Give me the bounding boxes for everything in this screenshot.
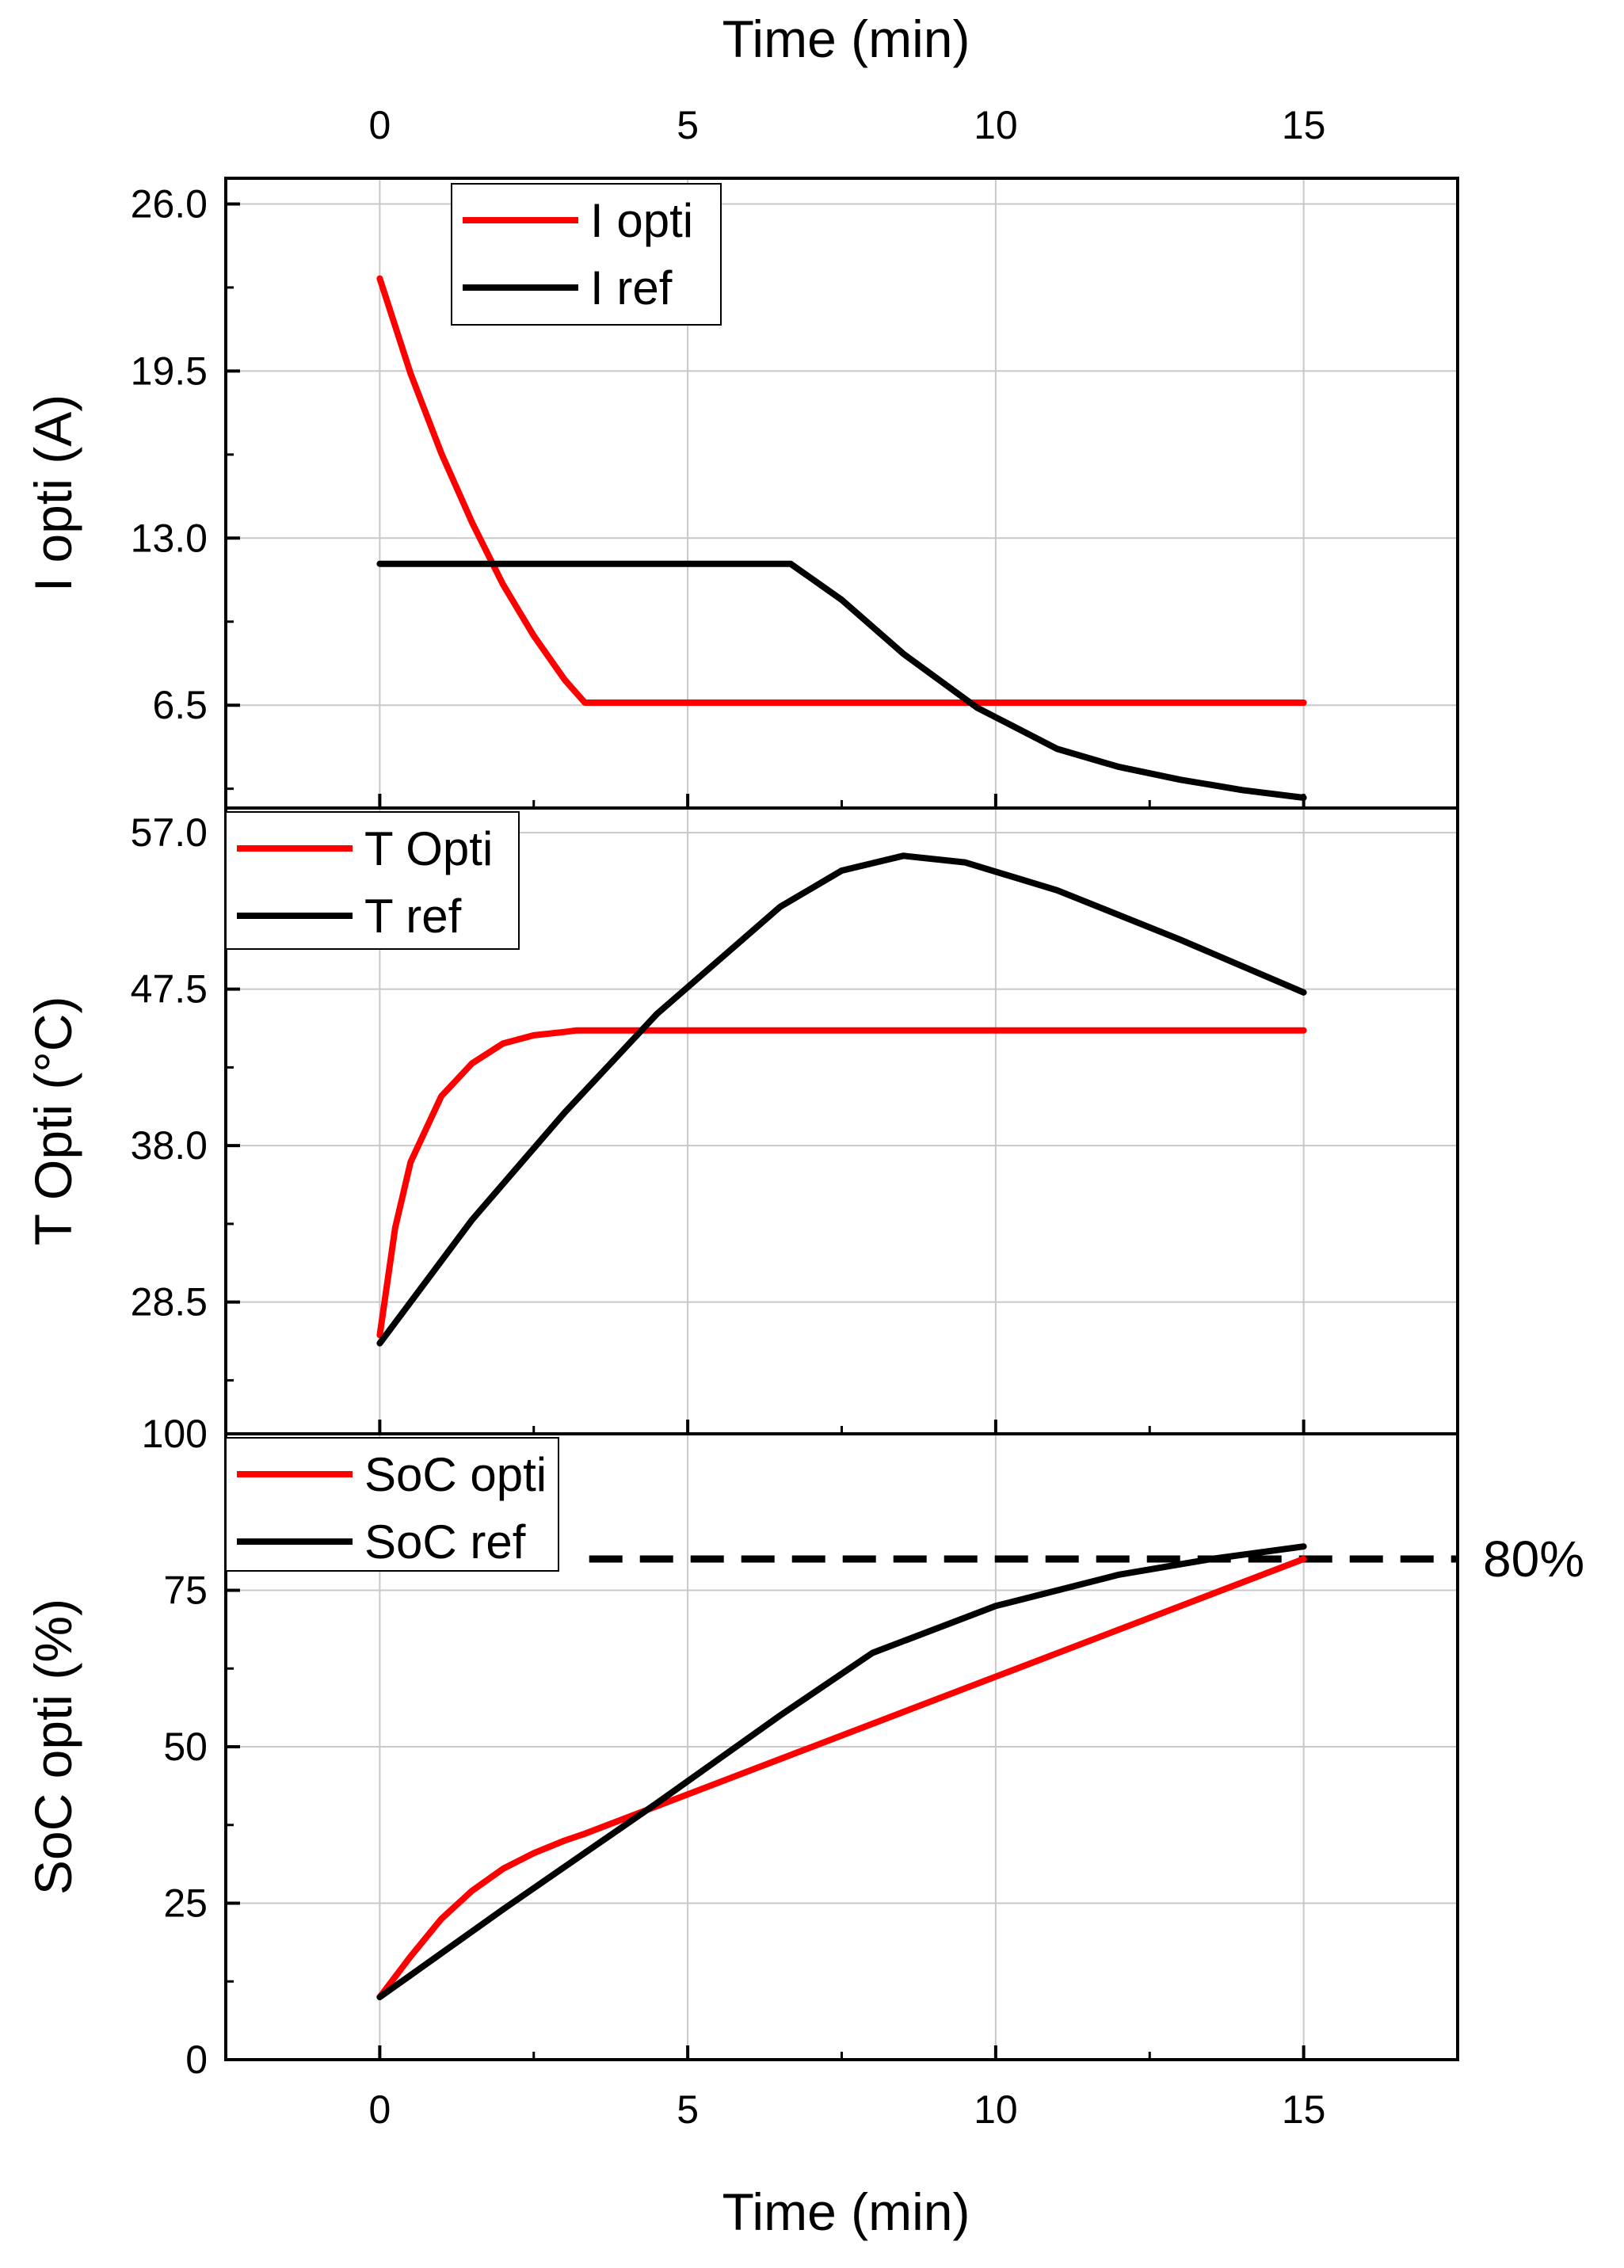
bottom-axis-title: Time (min)	[722, 2182, 970, 2241]
series-line-t-opti	[376, 1027, 1307, 1339]
bottom-x-tick-label: 10	[974, 2087, 1018, 2132]
threshold-label: 80%	[1483, 1530, 1584, 1588]
y-tick-label: 47.5	[131, 967, 208, 1012]
legend: SoC opti SoC ref	[225, 1437, 559, 1572]
panel-frame	[224, 177, 1459, 810]
chart-panels: 26.0 19.5 13.0 6.5 I opti (A) I opti I ref 57.0…	[24, 177, 1584, 2082]
series-line-soc-opti	[376, 1556, 1307, 2000]
y-tick-label: 6.5	[152, 683, 208, 727]
top-x-tick-label: 5	[677, 103, 699, 147]
legend: I opti I ref	[451, 183, 722, 326]
legend-label: T Opti	[364, 822, 493, 875]
y-tick-label: 38.0	[131, 1123, 208, 1168]
legend: T Opti T ref	[225, 811, 520, 950]
series-line-t-ref	[376, 852, 1307, 1347]
top-axis-ticks: 0 5 10 15	[368, 103, 1325, 147]
y-tick-label: 25	[163, 1881, 208, 1926]
panel-frame	[224, 1432, 1459, 2061]
legend-label: T ref	[364, 890, 462, 943]
legend-box	[225, 1437, 559, 1572]
bottom-x-tick-label: 5	[677, 2087, 699, 2132]
y-tick-label: 28.5	[131, 1280, 208, 1325]
legend-label: SoC opti	[364, 1448, 547, 1501]
legend-label: I ref	[590, 261, 673, 314]
y-tick-label: 13.0	[131, 516, 208, 560]
y-axis-title: I opti (A)	[24, 395, 82, 592]
y-tick-label: 57.0	[131, 810, 208, 855]
y-tick-label: 50	[163, 1725, 208, 1769]
legend-label: SoC ref	[364, 1515, 526, 1569]
series-line-soc-ref	[376, 1543, 1307, 2000]
panel-1: 26.0 19.5 13.0 6.5 I opti (A) I opti I ref	[24, 177, 1459, 810]
bottom-axis-ticks: 0 5 10 15	[368, 2087, 1325, 2132]
y-tick-label: 0	[185, 2037, 208, 2082]
panel-3: 100 75 50 25 0 SoC opti (%) 80% SoC opti SoC ref	[24, 1412, 1584, 2082]
legend-label: I opti	[590, 194, 693, 247]
top-x-tick-label: 0	[368, 103, 391, 147]
y-tick-label: 26.0	[131, 181, 208, 226]
legend-box	[451, 183, 722, 326]
y-axis-title: T Opti (°C)	[24, 997, 82, 1246]
y-tick-label: 19.5	[131, 349, 208, 393]
y-tick-label: 75	[163, 1569, 208, 1613]
legend-box	[225, 811, 520, 950]
top-axis-title: Time (min)	[722, 10, 970, 68]
top-x-tick-label: 15	[1282, 103, 1326, 147]
y-tick-label: 100	[142, 1412, 208, 1456]
bottom-x-tick-label: 15	[1282, 2087, 1326, 2132]
y-axis-title: SoC opti (%)	[24, 1599, 82, 1895]
panel-2: 57.0 47.5 38.0 28.5 T Opti (°C) T Opti T ref	[24, 806, 1459, 1435]
series-line-i-opti	[376, 275, 1307, 706]
top-x-tick-label: 10	[974, 103, 1018, 147]
series-line-i-ref	[376, 560, 1307, 801]
bottom-x-tick-label: 0	[368, 2087, 391, 2132]
